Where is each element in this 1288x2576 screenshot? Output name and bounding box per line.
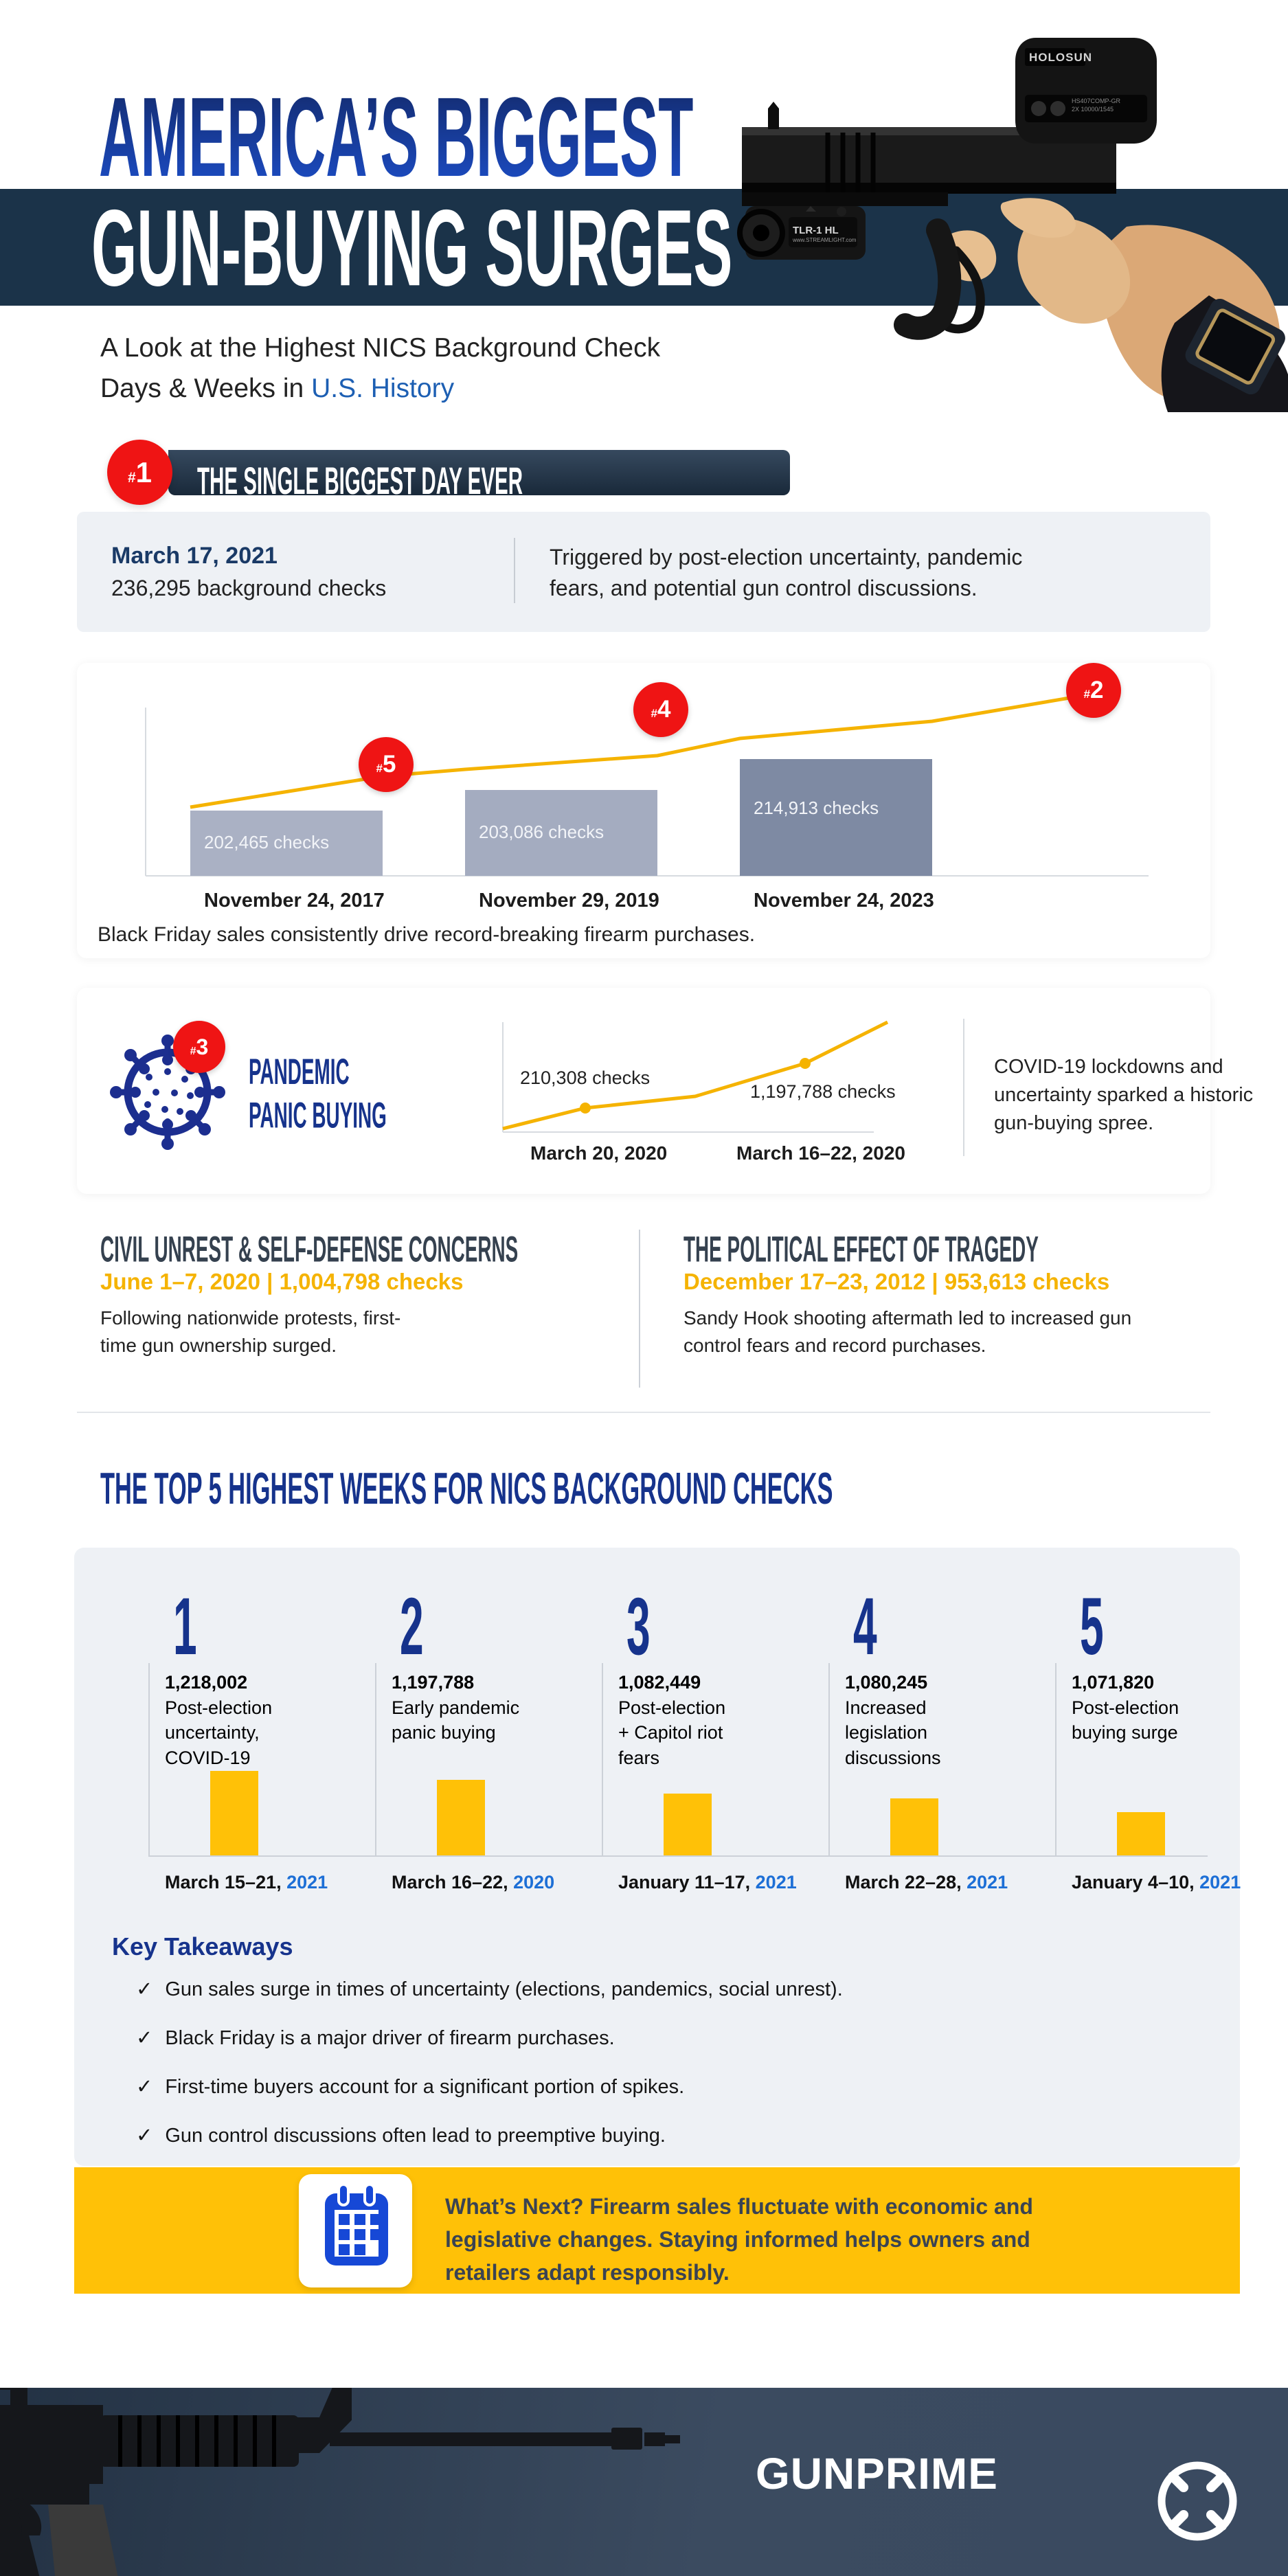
svg-text:214,913 checks: 214,913 checks (754, 798, 879, 818)
svg-text:TLR-1 HL: TLR-1 HL (793, 225, 839, 236)
svg-text:1,197,788 checks: 1,197,788 checks (750, 1081, 896, 1102)
svg-text:202,465 checks: 202,465 checks (204, 832, 329, 852)
svg-text:203,086 checks: 203,086 checks (479, 822, 604, 842)
svg-text:210,308 checks: 210,308 checks (520, 1067, 650, 1088)
svg-text:March 20, 2020: March 20, 2020 (530, 1142, 667, 1164)
svg-text:Black Friday sales consistentl: Black Friday sales consistently drive re… (98, 923, 755, 946)
svg-text:November 29, 2019: November 29, 2019 (479, 890, 659, 912)
svg-text:2X 10000/1545: 2X 10000/1545 (1072, 106, 1114, 113)
svg-text:March 16–22, 2020: March 16–22, 2020 (736, 1142, 905, 1164)
svg-text:November 24, 2023: November 24, 2023 (754, 890, 934, 912)
svg-text:HOLOSUN: HOLOSUN (1029, 51, 1092, 64)
svg-text:HS407COMP-GR: HS407COMP-GR (1072, 98, 1121, 104)
svg-text:www.STREAMLIGHT.com: www.STREAMLIGHT.com (792, 237, 857, 243)
svg-text:November 24, 2017: November 24, 2017 (204, 890, 385, 912)
